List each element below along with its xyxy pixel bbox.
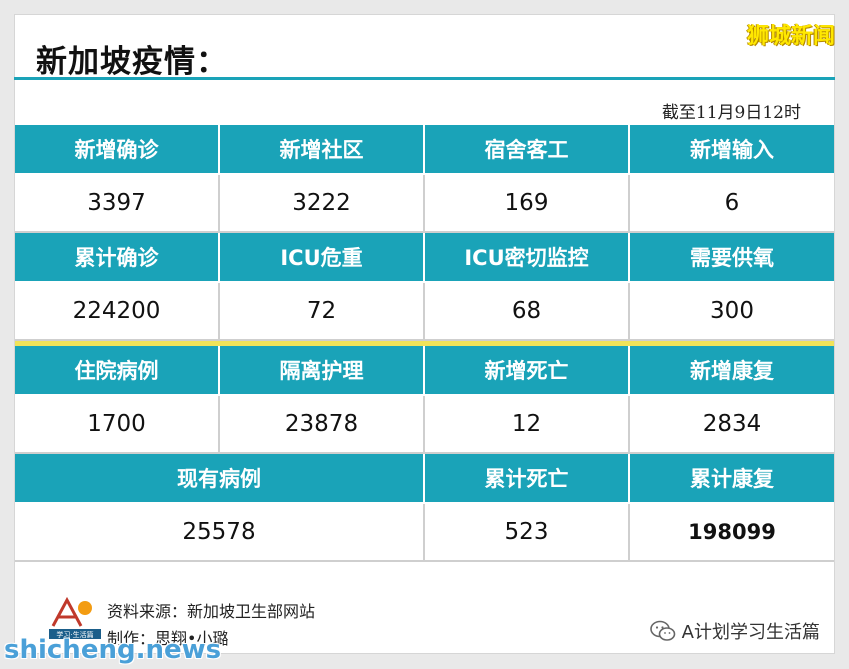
table-row: 25578 523 198099	[15, 504, 834, 562]
header-new-deaths: 新增死亡	[425, 346, 630, 396]
wechat-icon	[649, 620, 675, 641]
table-row: 3397 3222 169 6	[15, 175, 834, 233]
value-hospitalized: 1700	[15, 396, 220, 454]
header-new-community: 新增社区	[220, 125, 425, 175]
wechat-account[interactable]: A计划学习生活篇	[649, 618, 820, 644]
table-row: 224200 72 68 300	[15, 283, 834, 341]
page-title: 新加坡疫情：	[36, 44, 228, 80]
header-new-recovered: 新增康复	[630, 346, 834, 396]
wechat-account-name: A计划学习生活篇	[681, 622, 820, 643]
value-dormitory: 169	[425, 175, 630, 233]
header-dormitory: 宿舍客工	[425, 125, 630, 175]
value-total-deaths: 523	[425, 504, 630, 562]
value-total-cases: 224200	[15, 283, 220, 341]
header-active-cases: 现有病例	[15, 454, 425, 504]
value-new-community: 3222	[220, 175, 425, 233]
value-icu-critical: 72	[220, 283, 425, 341]
header-total-recovered: 累计康复	[630, 454, 834, 504]
value-icu-monitor: 68	[425, 283, 630, 341]
header-hospitalized: 住院病例	[15, 346, 220, 396]
table-row: 1700 23878 12 2834	[15, 396, 834, 454]
watermark: shicheng.news	[4, 635, 222, 665]
value-new-recovered: 2834	[630, 396, 834, 454]
header-imported: 新增输入	[630, 125, 834, 175]
table-row: 住院病例 隔离护理 新增死亡 新增康复	[15, 346, 834, 396]
header-new-cases: 新增确诊	[15, 125, 220, 175]
table-row: 新增确诊 新增社区 宿舍客工 新增输入	[15, 125, 834, 175]
svg-text:学习·生活篇: 学习·生活篇	[56, 630, 93, 639]
table-row: 现有病例 累计死亡 累计康复	[15, 454, 834, 504]
table-row: 累计确诊 ICU危重 ICU密切监控 需要供氧	[15, 233, 834, 283]
header-icu-critical: ICU危重	[220, 233, 425, 283]
header-isolation-care: 隔离护理	[220, 346, 425, 396]
header-total-cases: 累计确诊	[15, 233, 220, 283]
value-imported: 6	[630, 175, 834, 233]
brand-logo-text: 狮城新闻	[746, 24, 835, 49]
footer: 学习·生活篇 资料来源：新加坡卫生部网站 制作：思翔•小璐 A计划学习生活篇	[15, 588, 834, 653]
stats-table: 新增确诊 新增社区 宿舍客工 新增输入 3397 3222 169 6 累计确诊…	[15, 125, 834, 562]
value-total-recovered: 198099	[630, 504, 834, 562]
value-isolation-care: 23878	[220, 396, 425, 454]
value-oxygen: 300	[630, 283, 834, 341]
source-note: 资料来源：新加坡卫生部网站	[107, 602, 316, 621]
value-new-cases: 3397	[15, 175, 220, 233]
report-date: 截至11月9日12时	[661, 103, 801, 123]
logo-icon: 学习·生活篇	[49, 596, 101, 639]
header-total-deaths: 累计死亡	[425, 454, 630, 504]
header-icu-monitor: ICU密切监控	[425, 233, 630, 283]
value-new-deaths: 12	[425, 396, 630, 454]
author-note: 制作：思翔•小璐	[107, 629, 229, 648]
value-active-cases: 25578	[15, 504, 425, 562]
section-divider	[15, 341, 834, 346]
header-oxygen: 需要供氧	[630, 233, 834, 283]
title-divider	[14, 77, 835, 80]
